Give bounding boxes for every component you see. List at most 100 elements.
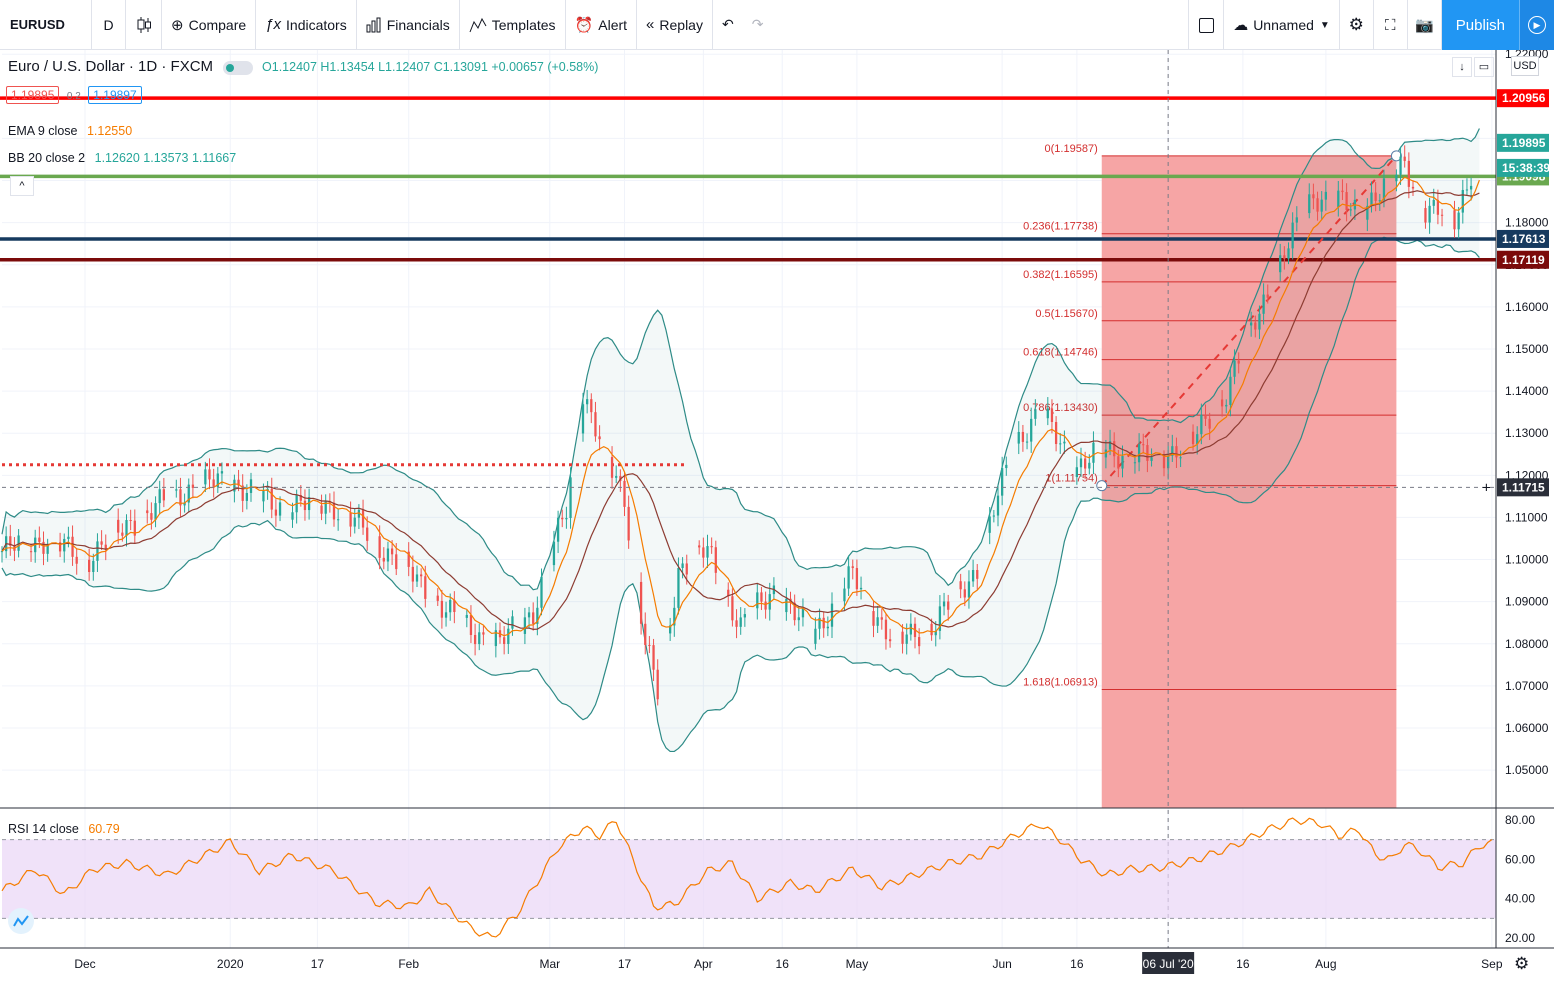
templates-button[interactable]: Templates	[460, 0, 566, 50]
candle-body	[947, 601, 950, 610]
candle-body	[685, 563, 688, 575]
plus-circle-icon: ⊕	[171, 16, 184, 34]
rsi-label: RSI 14 close	[8, 822, 79, 836]
time-tick-label: 17	[311, 957, 325, 971]
time-tick-label: 16	[776, 957, 790, 971]
candle-body	[743, 614, 746, 618]
price-axis-label: 1.17119	[1502, 253, 1545, 267]
interval-button[interactable]: D	[92, 0, 126, 50]
compare-button[interactable]: ⊕ Compare	[162, 0, 257, 50]
fib-trend-line	[1101, 155, 1398, 487]
candle-body	[407, 551, 410, 567]
maximize-pane-button[interactable]: ▭	[1474, 57, 1494, 77]
time-tick-label: 2020	[217, 957, 244, 971]
financials-button[interactable]: Financials	[357, 0, 460, 50]
candle-body	[569, 477, 572, 518]
candle-body	[75, 556, 78, 564]
bid-ask-legend: 1.19895 0.2 1.19897	[6, 86, 142, 104]
candle-body	[494, 630, 497, 647]
candle-body	[1054, 422, 1058, 445]
alert-button[interactable]: ⏰ Alert	[566, 0, 638, 50]
candle-body	[1046, 408, 1049, 419]
collapse-legend-button[interactable]: ^	[10, 176, 34, 196]
symbol-legend: Euro / U.S. Dollar · 1D · FXCM O1.12407 …	[8, 58, 598, 75]
candle-body	[556, 517, 560, 542]
arrow-down-icon: ↓	[1459, 61, 1465, 73]
candle-body	[1175, 446, 1178, 458]
candle-body	[1279, 255, 1282, 273]
price-axis-label-bg	[1497, 250, 1549, 269]
candle-body	[785, 598, 788, 613]
fib-retracement[interactable]: 0(1.19587) 0.236(1.17738) 0.382(1.16595) 0.…	[1023, 143, 1397, 809]
fullscreen-toggle[interactable]	[1188, 0, 1225, 50]
undo-button[interactable]: ↶	[713, 0, 743, 50]
candle-body	[1233, 360, 1236, 377]
candle-body	[216, 473, 219, 487]
ema-value: 1.12550	[86, 124, 133, 138]
candle-body	[237, 479, 240, 486]
candle-body	[274, 509, 278, 516]
publish-button[interactable]: Publish	[1441, 0, 1519, 50]
candle-body	[146, 510, 149, 514]
candle-body	[1104, 449, 1108, 458]
scroll-down-button[interactable]: ↓	[1452, 57, 1472, 77]
price-chart[interactable]: 0(1.19587) 0.236(1.17738) 0.382(1.16595) 0.…	[0, 50, 1554, 984]
fib-level-label: 1.618(1.06913)	[1023, 677, 1098, 689]
candle-body	[158, 489, 161, 504]
candle-body	[337, 519, 340, 521]
candle-body	[586, 399, 589, 405]
candle-body	[1021, 431, 1025, 442]
candle-body	[444, 612, 448, 618]
chart-settings-button[interactable]: ⚙	[1514, 954, 1529, 974]
candle-body	[764, 601, 767, 610]
fib-area	[1101, 155, 1397, 809]
chart-type-button[interactable]	[126, 0, 162, 50]
candle-body	[1179, 457, 1182, 459]
rsi-legend[interactable]: RSI 14 close 60.79	[8, 822, 120, 836]
candle-body	[208, 469, 211, 480]
ema-label: EMA 9 close	[8, 124, 78, 138]
candle-body	[0, 551, 4, 553]
price-labels: 1.209561.190981.176131.171191.1989515:38…	[1482, 89, 1550, 497]
candle-body	[1025, 441, 1029, 443]
candle-body	[411, 566, 414, 582]
tradingview-logo[interactable]	[8, 908, 34, 934]
bb-legend[interactable]: BB 20 close 2 1.12620 1.13573 1.11667	[8, 151, 236, 165]
candle-body	[71, 536, 74, 557]
horizontal-lines[interactable]	[0, 96, 1496, 492]
expand-button[interactable]: ⛶	[1374, 0, 1408, 50]
symbol-search-button[interactable]: EURUSD	[0, 0, 92, 50]
candle-body	[1382, 178, 1386, 201]
layout-menu-button[interactable]: ☁ Unnamed ▼	[1224, 0, 1340, 50]
ema-legend[interactable]: EMA 9 close 1.12550	[8, 124, 132, 138]
candle-body	[1162, 455, 1166, 469]
candle-body	[453, 599, 456, 612]
candle-body	[1079, 458, 1083, 468]
publish-arrow-button[interactable]: ▶	[1519, 0, 1554, 50]
currency-button[interactable]: USD	[1511, 56, 1539, 76]
candle-body	[1461, 189, 1464, 213]
candle-body	[843, 588, 846, 602]
rsi-tick-label: 20.00	[1505, 931, 1535, 945]
candle-body	[698, 545, 701, 548]
time-tick-label: Aug	[1315, 957, 1336, 971]
settings-button[interactable]: ⚙	[1340, 0, 1374, 50]
redo-button[interactable]: ↷	[743, 0, 773, 50]
candle-body	[1137, 444, 1141, 463]
candle-body	[594, 412, 597, 437]
candle-body	[1050, 408, 1054, 423]
time-tick-label: Dec	[74, 957, 95, 971]
candle-body	[121, 532, 124, 536]
candle-body	[449, 599, 452, 613]
candle-body	[1030, 418, 1033, 442]
ema-line	[1, 176, 1480, 637]
candle-body	[648, 644, 651, 646]
candle-body	[822, 617, 825, 629]
alert-label: Alert	[598, 16, 628, 33]
bid-price[interactable]: 1.19895	[6, 86, 60, 104]
ask-price[interactable]: 1.19897	[88, 86, 142, 104]
indicators-button[interactable]: ƒx Indicators	[256, 0, 357, 50]
candles-icon	[137, 16, 151, 33]
replay-button[interactable]: «Replay	[637, 0, 713, 50]
snapshot-button[interactable]: 📷	[1408, 0, 1442, 50]
